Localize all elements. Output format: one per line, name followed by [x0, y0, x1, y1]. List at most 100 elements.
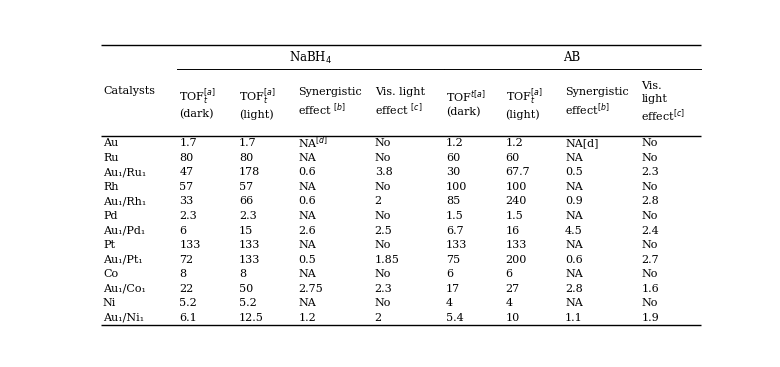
Text: 0.5: 0.5	[566, 167, 583, 177]
Text: NA: NA	[299, 153, 316, 163]
Text: 1.2: 1.2	[299, 313, 316, 323]
Text: Vis. light
effect $^{[c]}$: Vis. light effect $^{[c]}$	[374, 87, 425, 118]
Text: 1.2: 1.2	[505, 138, 523, 148]
Text: 4: 4	[446, 298, 453, 308]
Text: 17: 17	[446, 284, 460, 294]
Text: 47: 47	[179, 167, 193, 177]
Text: Au₁/Rh₁: Au₁/Rh₁	[103, 196, 146, 206]
Text: 133: 133	[179, 240, 200, 250]
Text: 133: 133	[239, 255, 261, 265]
Text: 15: 15	[239, 226, 253, 236]
Text: 6.1: 6.1	[179, 313, 197, 323]
Text: 2: 2	[374, 313, 382, 323]
Text: Au₁/Ni₁: Au₁/Ni₁	[103, 313, 144, 323]
Text: NA$^{[d]}$: NA$^{[d]}$	[299, 135, 328, 152]
Text: 0.5: 0.5	[299, 255, 316, 265]
Text: NA: NA	[299, 298, 316, 308]
Text: 1.1: 1.1	[566, 313, 583, 323]
Text: 80: 80	[239, 153, 253, 163]
Text: Rh: Rh	[103, 182, 119, 192]
Text: 4: 4	[505, 298, 512, 308]
Text: 5.2: 5.2	[239, 298, 257, 308]
Text: No: No	[641, 182, 658, 192]
Text: 1.7: 1.7	[179, 138, 197, 148]
Text: 30: 30	[446, 167, 460, 177]
Text: 1.85: 1.85	[374, 255, 399, 265]
Text: No: No	[374, 182, 391, 192]
Text: 0.9: 0.9	[566, 196, 583, 206]
Text: No: No	[641, 138, 658, 148]
Text: 12.5: 12.5	[239, 313, 264, 323]
Text: Ru: Ru	[103, 153, 119, 163]
Text: 0.6: 0.6	[299, 196, 316, 206]
Text: No: No	[641, 240, 658, 250]
Text: 67.7: 67.7	[505, 167, 530, 177]
Text: 3.8: 3.8	[374, 167, 392, 177]
Text: NA[d]: NA[d]	[566, 138, 598, 148]
Text: 16: 16	[505, 226, 519, 236]
Text: NA: NA	[566, 298, 583, 308]
Text: Synergistic
effect$^{[b]}$: Synergistic effect$^{[b]}$	[566, 87, 629, 118]
Text: Co: Co	[103, 269, 118, 279]
Text: 2.7: 2.7	[641, 255, 659, 265]
Text: 6: 6	[446, 269, 453, 279]
Text: Pd: Pd	[103, 211, 118, 221]
Text: 2.5: 2.5	[374, 226, 392, 236]
Text: TOF$_t^{[a]}$
(light): TOF$_t^{[a]}$ (light)	[239, 86, 275, 120]
Text: 2.75: 2.75	[299, 284, 323, 294]
Text: 100: 100	[446, 182, 467, 192]
Text: 2.6: 2.6	[299, 226, 316, 236]
Text: Au₁/Ru₁: Au₁/Ru₁	[103, 167, 146, 177]
Text: No: No	[641, 211, 658, 221]
Text: 57: 57	[179, 182, 193, 192]
Text: 8: 8	[239, 269, 246, 279]
Text: Vis.
light
effect$^{[c]}$: Vis. light effect$^{[c]}$	[641, 81, 686, 124]
Text: 240: 240	[505, 196, 527, 206]
Text: Au₁/Co₁: Au₁/Co₁	[103, 284, 146, 294]
Text: 85: 85	[446, 196, 460, 206]
Text: AB: AB	[563, 51, 581, 64]
Text: 8: 8	[179, 269, 186, 279]
Text: NA: NA	[566, 182, 583, 192]
Text: 1.9: 1.9	[641, 313, 659, 323]
Text: 0.6: 0.6	[299, 167, 316, 177]
Text: Au₁/Pd₁: Au₁/Pd₁	[103, 226, 145, 236]
Text: 27: 27	[505, 284, 519, 294]
Text: 4.5: 4.5	[566, 226, 583, 236]
Text: 2.3: 2.3	[374, 284, 392, 294]
Text: No: No	[641, 153, 658, 163]
Text: 133: 133	[239, 240, 261, 250]
Text: 0.6: 0.6	[566, 255, 583, 265]
Text: 80: 80	[179, 153, 193, 163]
Text: NA: NA	[299, 182, 316, 192]
Text: 100: 100	[505, 182, 527, 192]
Text: NA: NA	[566, 153, 583, 163]
Text: TOF$^{t[a]}$
(dark): TOF$^{t[a]}$ (dark)	[446, 88, 485, 117]
Text: Au₁/Pt₁: Au₁/Pt₁	[103, 255, 143, 265]
Text: 60: 60	[505, 153, 519, 163]
Text: 200: 200	[505, 255, 527, 265]
Text: 2.3: 2.3	[179, 211, 197, 221]
Text: 22: 22	[179, 284, 193, 294]
Text: 2: 2	[374, 196, 382, 206]
Text: 50: 50	[239, 284, 253, 294]
Text: 1.6: 1.6	[641, 284, 659, 294]
Text: 1.2: 1.2	[446, 138, 463, 148]
Text: 178: 178	[239, 167, 260, 177]
Text: 6: 6	[505, 269, 512, 279]
Text: Synergistic
effect $^{[b]}$: Synergistic effect $^{[b]}$	[299, 87, 362, 118]
Text: 33: 33	[179, 196, 193, 206]
Text: 5.2: 5.2	[179, 298, 197, 308]
Text: 75: 75	[446, 255, 460, 265]
Text: NA: NA	[566, 240, 583, 250]
Text: 2.4: 2.4	[641, 226, 659, 236]
Text: No: No	[641, 298, 658, 308]
Text: TOF$_t^{[a]}$
(light): TOF$_t^{[a]}$ (light)	[505, 86, 542, 120]
Text: 1.7: 1.7	[239, 138, 257, 148]
Text: No: No	[641, 269, 658, 279]
Text: NaBH$_4$: NaBH$_4$	[289, 50, 332, 66]
Text: TOF$_t^{[a]}$
(dark): TOF$_t^{[a]}$ (dark)	[179, 86, 216, 120]
Text: 2.3: 2.3	[641, 167, 659, 177]
Text: 133: 133	[505, 240, 527, 250]
Text: 60: 60	[446, 153, 460, 163]
